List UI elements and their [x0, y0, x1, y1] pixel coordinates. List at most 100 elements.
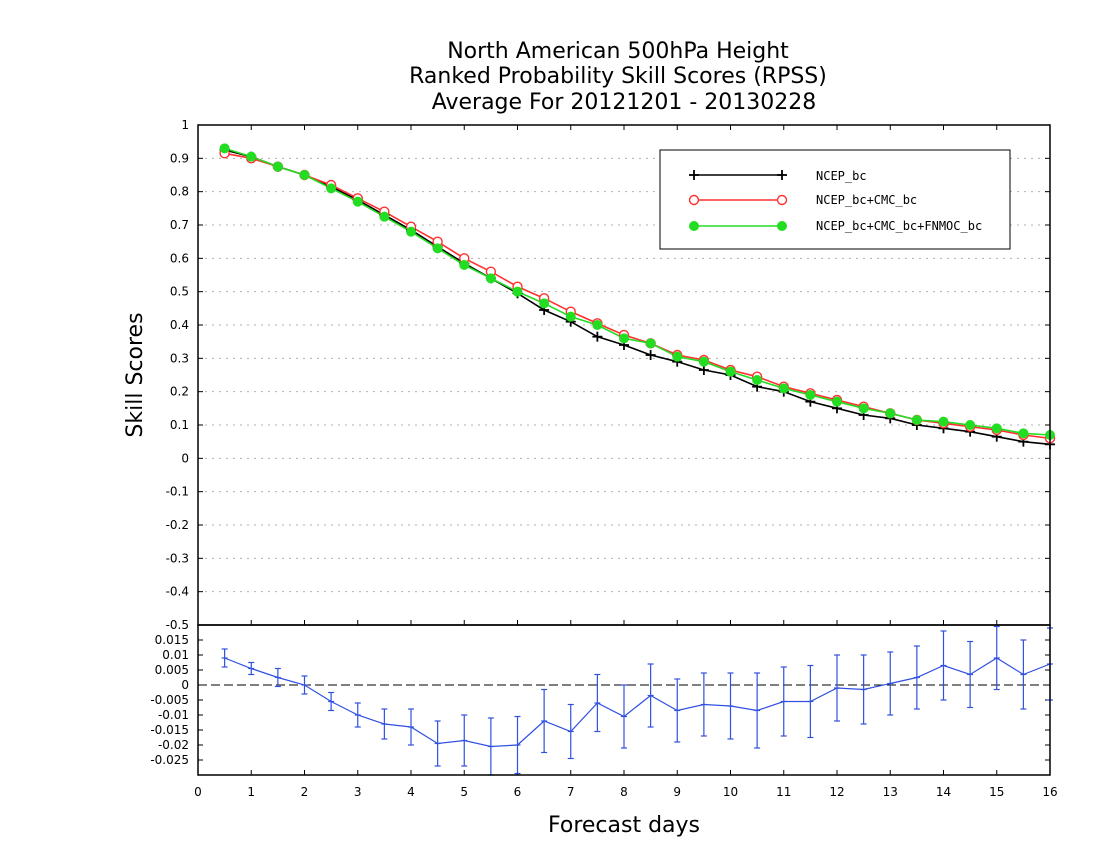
error-bar	[780, 666, 787, 737]
x-tick-label: 15	[989, 785, 1004, 799]
legend: NCEP_bc NCEP_bc+CMC_bc NCEP_bc+CMC_bc+FN…	[659, 149, 1011, 250]
data-point-s2	[272, 161, 283, 172]
data-point-s2	[672, 351, 683, 362]
x-tick-label: 11	[776, 785, 791, 799]
error-bar	[674, 678, 681, 743]
error-bar	[940, 630, 947, 701]
y-tick-label: 0	[181, 678, 189, 692]
y-tick-label: -0.015	[150, 723, 189, 737]
legend-label-ncep-cmc: NCEP_bc+CMC_bc	[816, 193, 917, 207]
data-point-s2	[592, 320, 603, 330]
y-tick-label: -0.4	[166, 585, 189, 599]
y-axis-label: Skill Scores	[123, 312, 148, 437]
legend-marker-2	[777, 221, 787, 231]
data-point-s2	[485, 273, 496, 284]
error-bar	[594, 673, 601, 733]
y-tick-label: 0.6	[170, 251, 189, 265]
x-tick-label: 8	[620, 785, 628, 799]
data-point-s2	[832, 396, 842, 407]
y-tick-label: 0.5	[170, 285, 189, 299]
x-tick-label: 2	[301, 785, 309, 799]
y-tick-label: -0.005	[150, 693, 189, 707]
error-bar	[514, 715, 521, 775]
error-bar	[754, 672, 761, 749]
error-bar	[274, 667, 281, 688]
error-bar	[860, 654, 867, 725]
bottom-panel-frame	[197, 624, 1051, 776]
error-bar	[434, 720, 441, 767]
data-point-s2	[965, 420, 976, 430]
error-bar	[408, 708, 414, 746]
data-point-s2	[432, 243, 443, 254]
y-tick-label: 0.1	[170, 418, 189, 432]
top-y-axis: -0.5 -0.4 -0.3 -0.2 -0.1 0 0.1 0.2 0.3 0.4 0.5 0.6 0…	[166, 118, 1050, 632]
x-tick-label: 16	[1042, 785, 1057, 799]
y-tick-label: -0.02	[158, 738, 189, 752]
data-point-s2	[539, 298, 550, 309]
data-point-s2	[565, 311, 576, 322]
error-bar	[541, 688, 548, 754]
data-point-s2	[619, 333, 629, 344]
data-point-s2	[246, 151, 257, 162]
error-bar	[221, 648, 228, 668]
data-point-s2	[219, 143, 230, 154]
chart-subtitle-period: Average For 20121201 - 20130228	[432, 90, 817, 115]
error-bar	[993, 625, 1000, 691]
y-tick-label: 0.015	[155, 633, 189, 647]
x-tick-label: 6	[514, 785, 522, 799]
data-point-s2	[379, 211, 390, 222]
data-point-s2	[778, 383, 789, 394]
y-tick-label: 0.7	[170, 218, 189, 232]
error-bar	[807, 664, 814, 739]
x-tick-label: 1	[247, 785, 255, 799]
error-bar	[967, 640, 974, 709]
x-tick-label: 14	[936, 785, 951, 799]
data-point-s2	[512, 286, 523, 297]
data-point-s2	[326, 183, 337, 194]
data-point-s0	[645, 350, 656, 360]
y-tick-label: 0.005	[155, 663, 189, 677]
x-axis-label: Forecast days	[548, 813, 700, 838]
error-bar	[381, 708, 388, 740]
y-tick-label: -0.01	[158, 708, 189, 722]
error-bar	[328, 691, 335, 712]
x-tick-label: 4	[407, 785, 415, 799]
data-point-s2	[645, 338, 656, 349]
data-point-s2	[858, 403, 869, 414]
x-tick-label: 10	[723, 785, 738, 799]
data-point-s0	[592, 331, 603, 342]
data-point-s2	[991, 423, 1002, 434]
error-bar	[248, 661, 255, 676]
y-tick-label: 0.3	[170, 351, 189, 365]
data-point-s2	[885, 408, 896, 419]
data-point-s2	[725, 366, 736, 377]
x-tick-label: 3	[354, 785, 362, 799]
y-tick-label: 0	[181, 451, 189, 465]
error-bar	[301, 675, 308, 695]
error-bar	[727, 672, 734, 740]
chart-subtitle: Ranked Probability Skill Scores (RPSS)	[409, 64, 827, 89]
error-bar	[913, 645, 920, 710]
error-bar	[1020, 639, 1027, 710]
difference-layer	[221, 625, 1053, 776]
x-tick-label: 9	[673, 785, 681, 799]
difference-line	[224, 657, 1051, 748]
x-axis: 0 1 2 3 4 5 6 7 8 9 10 11 12 13 14 15 16	[194, 125, 1058, 799]
data-point-s2	[938, 416, 949, 427]
error-bar	[354, 702, 361, 728]
data-point-s2	[459, 260, 470, 270]
error-bar	[487, 717, 494, 776]
error-bar	[700, 672, 707, 737]
legend-marker-1	[776, 194, 788, 206]
data-point-s2	[299, 170, 310, 180]
error-bar	[567, 703, 574, 760]
legend-label-ncep-cmc-fnmoc: NCEP_bc+CMC_bc+FNMOC_bc	[816, 219, 982, 233]
y-tick-label: 1	[181, 118, 189, 132]
bottom-y-axis: -0.025-0.02-0.015-0.01-0.00500.0050.010.…	[150, 633, 1050, 767]
data-point-s2	[1018, 428, 1029, 439]
series-layer	[219, 143, 1056, 450]
data-point-s2	[911, 415, 922, 425]
x-tick-label: 12	[829, 785, 844, 799]
data-point-s2	[698, 356, 709, 367]
